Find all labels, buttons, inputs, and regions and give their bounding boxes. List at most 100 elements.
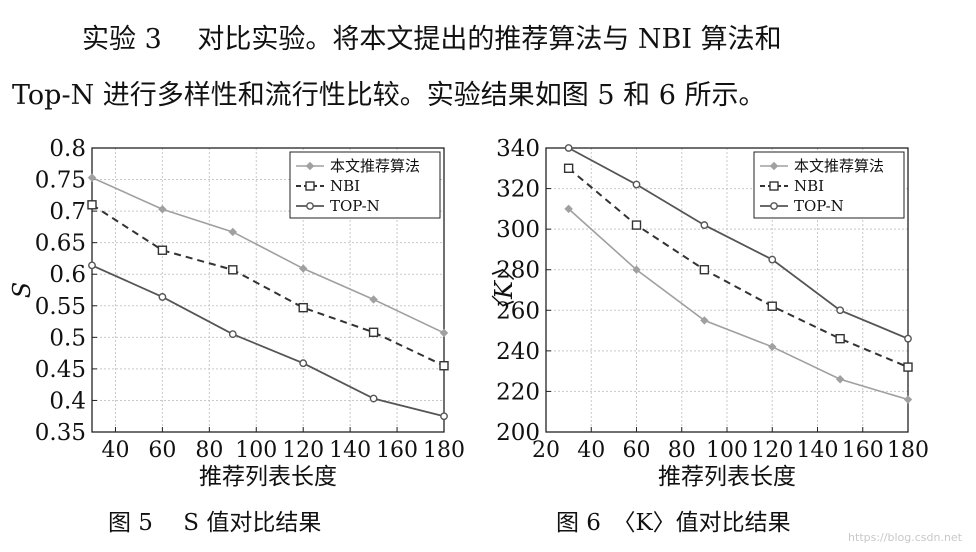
paragraph-line-2: Top-N 进行多样性和流行性比较。实验结果如图 5 和 6 所示。 <box>12 80 766 111</box>
legend-marker <box>769 181 779 191</box>
plot-frame <box>91 147 445 433</box>
y-tick-label: 0.45 <box>35 357 86 383</box>
series-line <box>91 264 445 418</box>
x-tick-label: 140 <box>329 438 371 463</box>
data-point <box>440 412 448 421</box>
legend-label: NBI <box>330 177 360 195</box>
x-tick-label: 120 <box>282 438 324 463</box>
y-tick-label: 0.8 <box>49 136 86 162</box>
data-point <box>368 327 379 337</box>
data-point <box>836 306 845 315</box>
legend-marker <box>306 202 314 210</box>
series-line <box>567 167 909 369</box>
data-point <box>835 375 845 384</box>
y-tick-label: 0.55 <box>35 294 86 320</box>
data-point <box>904 334 912 343</box>
data-point <box>768 342 777 352</box>
figure-6-k-value-chart: 200 220 240 260 280 300 320 340 20 40 60 80 100 120 14… <box>490 136 929 490</box>
data-point <box>87 200 97 210</box>
data-point <box>369 394 378 403</box>
data-point <box>632 180 641 189</box>
data-point <box>228 265 238 275</box>
y-tick-label: 0.7 <box>49 199 86 225</box>
legend-marker <box>770 202 778 210</box>
y-tick-label: 300 <box>496 217 540 243</box>
series-1 <box>564 204 913 404</box>
y-tick-label: 0.75 <box>35 168 86 194</box>
x-tick-label: 20 <box>532 438 560 463</box>
paragraph-line-1: 实验 3 对比实验。将本文提出的推荐算法与 NBI 算法和 <box>82 24 782 55</box>
x-tick-label: 60 <box>148 438 176 463</box>
data-point <box>767 301 777 311</box>
data-point <box>439 328 449 338</box>
x-tick-label: 140 <box>797 438 839 463</box>
x-tick-label: 60 <box>623 438 651 463</box>
y-tick-label: 260 <box>496 298 540 324</box>
y-tick-label: 0.6 <box>49 262 86 288</box>
data-point <box>700 221 709 229</box>
data-point <box>768 255 777 264</box>
y-axis-label: S <box>8 282 36 298</box>
series-3 <box>88 261 448 421</box>
x-tick-label: 120 <box>751 438 793 463</box>
data-point <box>369 295 378 304</box>
y-tick-label: 0.5 <box>49 325 86 351</box>
data-point <box>298 264 308 273</box>
legend-label: TOP-N <box>794 197 844 215</box>
data-point <box>228 227 238 237</box>
x-tick-label: 180 <box>887 438 929 463</box>
legend-label: 本文推荐算法 <box>794 157 884 175</box>
series-line <box>568 147 909 340</box>
data-point <box>158 293 167 301</box>
y-tick-label: 280 <box>496 258 540 284</box>
series-line <box>91 176 445 334</box>
data-point <box>158 205 167 214</box>
x-tick-label: 80 <box>195 438 223 463</box>
data-point <box>439 361 449 371</box>
x-tick-label: 160 <box>842 438 884 463</box>
legend-marker <box>769 161 779 171</box>
x-tick-label: 40 <box>577 438 605 463</box>
x-tick-label: 180 <box>423 438 465 463</box>
data-point <box>564 204 573 214</box>
x-tick-label: 80 <box>668 438 696 463</box>
watermark: https://blog.csdn.net <box>848 531 962 544</box>
data-point <box>632 265 641 274</box>
x-tick-label: 100 <box>706 438 748 463</box>
data-point <box>157 245 168 255</box>
data-point <box>903 395 913 404</box>
figure-6-caption: 图 6 〈K〉值对比结果 <box>556 510 791 536</box>
y-tick-label: 0.4 <box>49 388 86 414</box>
y-tick-label: 0.65 <box>35 231 86 257</box>
y-tick-label: 0.35 <box>35 420 86 446</box>
series-2 <box>87 200 449 371</box>
data-point <box>563 163 574 173</box>
x-axis-label: 推荐列表长度 <box>199 464 337 490</box>
data-point <box>564 144 573 152</box>
y-tick-label: 200 <box>496 420 540 446</box>
data-point <box>228 330 237 339</box>
legend-marker <box>305 161 315 171</box>
legend-label: TOP-N <box>330 197 380 215</box>
data-point <box>700 316 709 325</box>
series-line <box>568 208 909 401</box>
y-axis-label: 〈K〉 <box>490 257 518 323</box>
series-2 <box>563 163 913 372</box>
data-point <box>903 362 913 372</box>
y-tick-label: 320 <box>496 177 540 203</box>
y-tick-label: 340 <box>496 136 540 162</box>
series-line <box>91 203 445 367</box>
data-point <box>298 302 308 313</box>
legend: 本文推荐算法 NBI TOP-N <box>289 151 441 219</box>
y-tick-label: 240 <box>496 339 540 365</box>
legend: 本文推荐算法 NBI TOP-N <box>753 151 905 219</box>
x-axis-label: 推荐列表长度 <box>658 464 796 490</box>
data-point <box>87 173 97 182</box>
data-point <box>631 220 642 230</box>
legend-label: 本文推荐算法 <box>330 157 420 175</box>
legend-label: NBI <box>794 177 824 195</box>
data-point <box>835 333 845 344</box>
y-tick-label: 220 <box>496 379 540 405</box>
series-1 <box>87 173 449 338</box>
data-point <box>699 265 710 275</box>
